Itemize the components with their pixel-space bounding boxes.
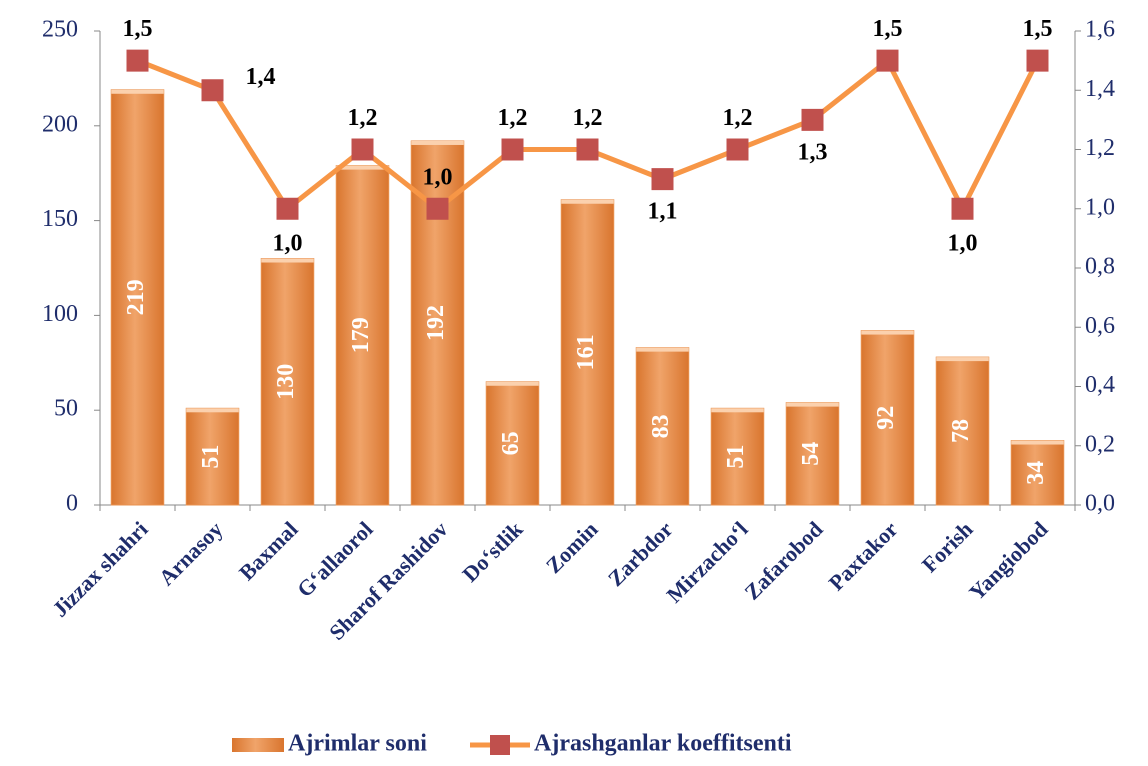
bar-cap	[936, 357, 989, 361]
line-label: 1,2	[498, 105, 528, 131]
y-tick-label: 250	[42, 17, 78, 43]
legend-bar-icon	[232, 738, 284, 752]
y2-tick-label: 1,6	[1085, 17, 1115, 43]
line-marker	[727, 139, 749, 161]
line-marker	[802, 109, 824, 131]
chart: 0 50 100 150 200 250 0,0 0,2 0,4 0,6 0,8 1,0 1,2 1,4 1…	[0, 0, 1148, 766]
x-tick-label: Zafarobod	[739, 516, 827, 604]
y-tick-label: 100	[42, 301, 78, 327]
line-marker	[427, 198, 449, 220]
y-tick-label: 150	[42, 206, 78, 232]
bar-cap	[186, 408, 239, 412]
bar-cap	[1011, 441, 1064, 445]
bar-cap	[561, 200, 614, 204]
y2-tick-label: 0,8	[1085, 254, 1115, 280]
y2-tick-label: 0,6	[1085, 313, 1115, 339]
bar-cap	[711, 408, 764, 412]
bar-label: 92	[873, 406, 899, 430]
bar-label: 34	[1023, 461, 1049, 485]
bar-label: 51	[198, 445, 224, 469]
bar-cap	[486, 382, 539, 386]
bar-label: 78	[948, 419, 974, 443]
y-tick-label: 200	[42, 111, 78, 137]
bar-label: 51	[723, 445, 749, 469]
bar-label: 83	[648, 414, 674, 438]
x-tick-label: Jizzax shahri	[47, 516, 152, 621]
bar-label: 54	[798, 442, 824, 466]
legend-label: Ajrimlar soni	[288, 731, 427, 757]
line-label: 1,0	[948, 230, 978, 256]
line-label: 1,2	[573, 105, 603, 131]
line-label: 1,0	[423, 164, 453, 190]
line-marker	[202, 79, 224, 101]
x-tick-label: Arnasoy	[154, 516, 228, 590]
bar-cap	[411, 141, 464, 145]
line-marker	[877, 50, 899, 72]
x-tick-label: Forish	[917, 516, 978, 577]
bar-label: 130	[273, 364, 299, 400]
line-marker	[577, 139, 599, 161]
legend-marker-icon	[490, 735, 510, 755]
bar-label: 179	[348, 317, 374, 353]
x-tick-label: Zomin	[541, 516, 603, 578]
legend: Ajrimlar soni Ajrashganlar koeffitsenti	[232, 731, 792, 757]
line-marker	[502, 139, 524, 161]
line-label: 1,4	[246, 64, 276, 90]
bar-cap	[636, 348, 689, 352]
line-label: 1,3	[798, 139, 828, 165]
line-label: 1,5	[123, 16, 153, 42]
line-marker	[352, 139, 374, 161]
x-tick-label: Paxtakor	[824, 516, 903, 595]
line-marker	[127, 50, 149, 72]
line-label: 1,2	[723, 105, 753, 131]
line-label: 1,1	[648, 199, 678, 225]
y-tick-label: 0	[66, 491, 78, 517]
line-label: 1,5	[873, 16, 903, 42]
line-marker	[652, 168, 674, 190]
y-tick-label: 50	[54, 396, 78, 422]
bar-cap	[111, 90, 164, 94]
x-tick-label: Zarbdor	[603, 516, 678, 591]
bar-cap	[261, 259, 314, 263]
x-tick-label: Do‘stlik	[457, 516, 528, 587]
bar-cap	[786, 403, 839, 407]
bar-label: 161	[573, 334, 599, 370]
x-tick-label: Mirzacho‘l	[661, 516, 752, 607]
line-marker	[277, 198, 299, 220]
legend-label: Ajrashganlar koeffitsenti	[534, 731, 792, 757]
y2-tick-label: 0,4	[1085, 372, 1115, 398]
line-label: 1,2	[348, 105, 378, 131]
y2-tick-label: 1,0	[1085, 194, 1115, 220]
line-marker	[952, 198, 974, 220]
line-marker	[1027, 50, 1049, 72]
x-tick-label: Baxmal	[234, 516, 303, 585]
line-label: 1,5	[1023, 16, 1053, 42]
bar-cap	[861, 331, 914, 335]
line-label: 1,0	[273, 230, 303, 256]
y2-tick-label: 1,2	[1085, 135, 1115, 161]
bar-label: 219	[123, 279, 149, 315]
y2-tick-label: 0,0	[1085, 491, 1115, 517]
bar-label: 65	[498, 431, 524, 455]
bar-label: 192	[423, 305, 449, 341]
y2-tick-label: 1,4	[1085, 76, 1115, 102]
y2-tick-label: 0,2	[1085, 431, 1115, 457]
x-tick-label: Yangiobod	[964, 516, 1053, 605]
